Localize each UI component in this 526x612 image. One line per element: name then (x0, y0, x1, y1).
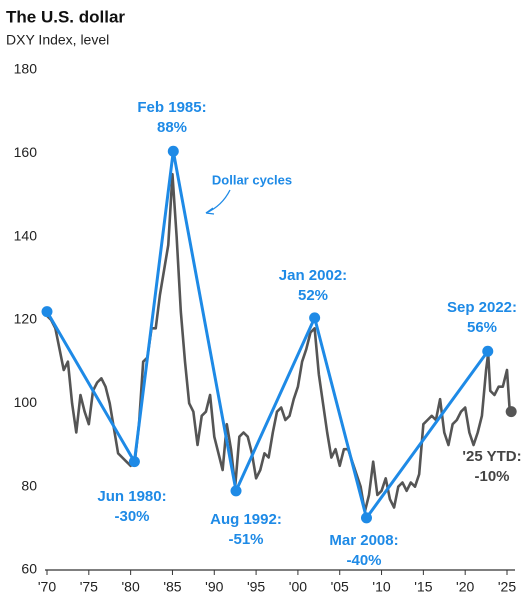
annotation: 52% (298, 287, 328, 304)
x-tick-label: '85 (163, 579, 181, 595)
y-tick-label: 80 (21, 477, 37, 493)
annotation: Feb 1985: (137, 99, 206, 116)
y-tick-label: 60 (21, 561, 37, 577)
y-tick-label: 120 (14, 311, 38, 327)
x-tick-label: '95 (247, 579, 265, 595)
annotation: -51% (228, 531, 263, 548)
cycle-point (360, 512, 372, 524)
x-tick-label: '00 (289, 579, 307, 595)
annotation: Dollar cycles (212, 172, 292, 187)
x-tick-label: '20 (456, 579, 474, 595)
annotation: -30% (114, 508, 149, 525)
annotation: Mar 2008: (329, 532, 398, 549)
index-line (46, 172, 513, 513)
x-tick-label: '10 (372, 579, 390, 595)
cycle-point (230, 485, 242, 497)
x-tick-label: '05 (331, 579, 349, 595)
annotation-arrow (205, 189, 231, 214)
annotation: Aug 1992: (210, 511, 282, 528)
annotation: -10% (474, 468, 509, 485)
annotation: Jan 2002: (279, 267, 347, 284)
cycle-point (41, 306, 53, 318)
y-tick-label: 100 (14, 394, 38, 410)
cycle-point (482, 345, 494, 357)
chart-title: The U.S. dollar (6, 7, 125, 26)
x-tick-label: '25 (498, 579, 516, 595)
x-tick-label: '75 (80, 579, 98, 595)
annotation: Sep 2022: (447, 299, 517, 316)
y-tick-label: 180 (14, 61, 38, 77)
x-tick-label: '70 (38, 579, 56, 595)
y-tick-label: 140 (14, 227, 38, 243)
annotation: -40% (346, 552, 381, 569)
annotation: 56% (467, 319, 497, 336)
chart-subtitle: DXY Index, level (6, 32, 109, 48)
cycle-line (45, 149, 489, 520)
annotation: 88% (157, 119, 187, 136)
y-tick-label: 160 (14, 144, 38, 160)
annotation-arrowhead (205, 207, 215, 215)
x-tick-label: '80 (122, 579, 140, 595)
cycle-point (167, 145, 179, 157)
annotation: Jun 1980: (97, 488, 166, 505)
cycle-point (309, 312, 321, 324)
cycle-point (128, 456, 140, 468)
annotation: '25 YTD: (462, 448, 521, 465)
x-tick-label: '15 (414, 579, 432, 595)
latest-point (505, 406, 517, 418)
x-tick-label: '90 (205, 579, 223, 595)
